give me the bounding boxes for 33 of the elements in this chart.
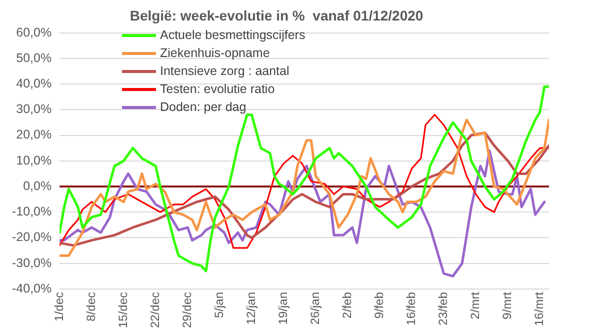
y-tick-label: 10,0%	[16, 153, 52, 168]
legend-label: Actuele besmettingscijfers	[160, 27, 306, 44]
x-tick-label: 29/dec	[180, 292, 194, 328]
y-tick-label: 0,0%	[23, 178, 52, 193]
x-tick-label: 9/mrt	[500, 291, 514, 320]
x-tick-label: 16/mrt	[532, 291, 546, 326]
y-tick-label: 20,0%	[16, 128, 52, 142]
x-tick-label: 12/jan	[244, 292, 258, 325]
x-tick-label: 8/dec	[84, 292, 98, 322]
legend-label: Testen: evolutie ratio	[160, 81, 275, 98]
x-tick-label: 2/feb	[340, 292, 354, 319]
x-tick-label: 5/jan	[212, 292, 226, 318]
y-tick-label: -20,0%	[12, 230, 52, 244]
x-tick-label: 22/dec	[148, 292, 162, 328]
y-tick-label: 40,0%	[16, 76, 52, 90]
y-tick-label: -10,0%	[12, 204, 52, 219]
x-tick-label: 2/mrt	[468, 291, 482, 320]
legend-label: Ziekenhuis-opname	[160, 45, 270, 62]
y-tick-label: 60,0%	[16, 25, 52, 40]
x-tick-label: 26/jan	[308, 292, 322, 325]
y-tick-label: 30,0%	[16, 102, 52, 116]
y-tick-label: -30,0%	[12, 256, 52, 270]
x-tick-label: 19/jan	[276, 292, 290, 325]
x-tick-label: 1/dec	[52, 292, 66, 322]
y-tick-label: -40,0%	[12, 281, 52, 296]
legend-label: Intensieve zorg : aantal	[160, 63, 290, 80]
y-tick-label: 50,0%	[16, 50, 52, 65]
legend-label: Doden: per dag	[160, 99, 246, 116]
chart-title: België: week-evolutie in % vanaf 01/12/2020	[130, 7, 424, 24]
x-tick-label: 16/feb	[404, 292, 418, 326]
x-tick-label: 23/feb	[436, 292, 450, 326]
x-tick-label: 9/feb	[372, 292, 386, 319]
x-tick-label: 15/dec	[116, 292, 130, 328]
